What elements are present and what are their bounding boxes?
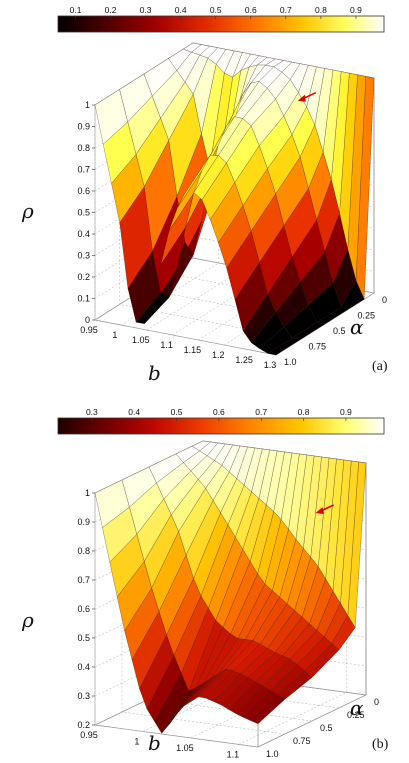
z-tick-label: 0.6	[77, 186, 90, 196]
z-tick-label: 0.4	[77, 229, 90, 239]
colorbar-tick-label: 0.8	[315, 5, 327, 15]
surface	[94, 440, 367, 734]
z-tick-label: 0.7	[77, 165, 90, 175]
alpha-tick-label: 0.25	[358, 311, 376, 321]
axes-labels: 10.90.80.70.60.50.40.30.20.100.95 1 1.05 1.…	[21, 91, 388, 385]
colorbar-tick-label: 0.6	[213, 407, 225, 417]
colorbar-tick-label: 0.3	[140, 5, 152, 15]
panel-label: (b)	[372, 737, 389, 752]
colorbar-tick-label: 0.1	[70, 5, 82, 15]
b-tick-label: 1.3	[264, 360, 277, 370]
z-tick-label: 0.8	[77, 143, 90, 153]
alpha-tick-label: 0.5	[320, 723, 333, 733]
annotation-arrow-head	[315, 507, 324, 514]
z-tick-label: 0.9	[77, 122, 90, 132]
alpha-tick-label: 0	[374, 697, 379, 707]
b-axis-label: b	[148, 731, 161, 755]
b-tick-label: 1.1	[227, 749, 240, 759]
colorbar: 0.3 0.4 0.5 0.6 0.7 0.8 0.9	[57, 407, 385, 435]
colorbar-tick-label: 0.7	[280, 5, 292, 15]
z-tick-label: 0.3	[77, 251, 90, 261]
z-tick-label: 0.6	[77, 604, 90, 614]
z-tick-label: 0.1	[77, 294, 90, 304]
surface	[94, 42, 375, 356]
z-tick-label: 1	[85, 100, 90, 110]
axes-labels: 1 0.9 0.8 0.7 0.6 0.5 0.4 0.3 0.20.95 1 1.05 1.1 1.0…	[21, 488, 389, 759]
b-tick-label: 0.95	[80, 325, 98, 335]
colorbar-tick-label: 0.6	[245, 5, 257, 15]
alpha-tick-label: 0	[382, 295, 387, 305]
z-axis-label: ρ	[21, 608, 34, 632]
colorbar-tick-label: 0.3	[86, 407, 98, 417]
colorbar-gradient	[57, 15, 385, 33]
colorbar-tick-label: 0.9	[340, 407, 352, 417]
surface-patch	[94, 479, 130, 528]
b-tick-label: 0.95	[80, 730, 98, 740]
z-tick-label: 0	[85, 315, 90, 325]
b-axis-label: b	[148, 361, 161, 385]
z-tick-label: 0.5	[77, 633, 90, 643]
b-tick-label: 1.25	[235, 355, 253, 365]
colorbar: 0.1 0.2 0.3 0.4 0.5 0.6 0.7 0.8 0.9	[57, 5, 385, 33]
b-tick-label: 1.05	[132, 335, 150, 345]
colorbar-tick-label: 0.9	[350, 5, 362, 15]
z-tick-label: 0.2	[77, 272, 90, 282]
alpha-axis-label: α	[350, 696, 364, 720]
colorbar-tick-label: 0.2	[105, 5, 117, 15]
z-tick-label: 0.8	[77, 546, 90, 556]
annotation-arrow-head	[297, 94, 306, 102]
alpha-gridline	[119, 89, 301, 340]
alpha-tick-label: 0.75	[293, 736, 311, 746]
colorbar-tick-label: 0.8	[298, 407, 310, 417]
alpha-tick-label: 0.25	[347, 710, 365, 720]
surface-patch	[94, 89, 128, 145]
z-tick-label: 0.7	[77, 575, 90, 585]
z-gridline	[94, 672, 367, 726]
panel-label: (a)	[372, 359, 388, 374]
panel-a: 0.1 0.2 0.3 0.4 0.5 0.6 0.7 0.8 0.9 1 0.9 0.8 0.7 0.6…	[21, 5, 388, 385]
alpha-tick-label: 0.75	[309, 342, 327, 352]
colorbar-tick-label: 0.4	[128, 407, 140, 417]
b-tick-label: 1	[134, 736, 139, 746]
z-tick-label: 0.3	[77, 691, 90, 701]
alpha-tick-label: 1.0	[284, 357, 297, 367]
b-tick-label: 1.1	[160, 340, 173, 350]
z-tick-label: 0.5	[77, 208, 90, 218]
b-tick-label: 1.2	[212, 350, 225, 360]
alpha-tick-label: 0.5	[333, 326, 346, 336]
colorbar-tick-label: 0.7	[255, 407, 267, 417]
b-tick-label: 1	[112, 330, 117, 340]
z-axis-label: ρ	[21, 199, 34, 223]
b-tick-label: 1.05	[176, 743, 194, 753]
z-tick-label: 0.4	[77, 662, 90, 672]
alpha-gridline	[121, 480, 286, 735]
panel-b: 0.3 0.4 0.5 0.6 0.7 0.8 0.9 1 0.9 0.8 0.7 0.6 0.5 0.4…	[21, 407, 389, 759]
colorbar-tick-label: 0.5	[210, 5, 222, 15]
z-tick-label: 1	[85, 488, 90, 498]
alpha-axis-label: α	[350, 315, 364, 339]
colorbar-tick-label: 0.4	[175, 5, 187, 15]
colorbar-gradient	[57, 417, 385, 435]
alpha-tick-label: 1.0	[266, 749, 279, 759]
z-tick-label: 0.9	[77, 517, 90, 527]
colorbar-tick-label: 0.5	[171, 407, 183, 417]
b-tick-label: 1.15	[184, 345, 202, 355]
z-tick-label: 0.2	[77, 720, 90, 730]
